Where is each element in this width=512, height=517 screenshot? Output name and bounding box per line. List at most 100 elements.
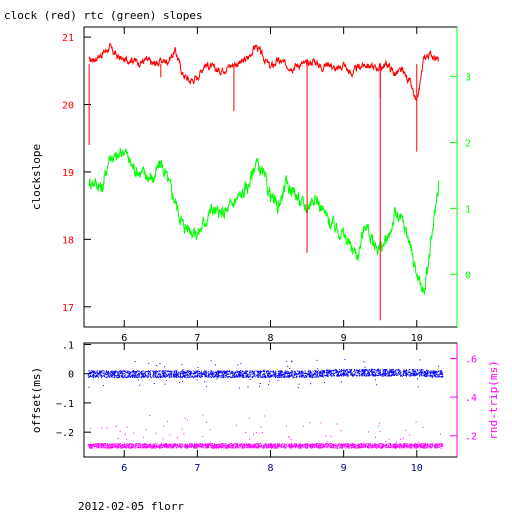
scatter-point: [127, 370, 129, 372]
scatter-point: [425, 371, 426, 373]
scatter-point: [152, 446, 154, 448]
scatter-point: [306, 373, 307, 374]
scatter-point: [180, 375, 182, 377]
scatter-point: [246, 374, 248, 376]
scatter-point: [266, 372, 268, 374]
scatter-point: [198, 446, 200, 448]
scatter-point: [365, 375, 367, 377]
scatter-point: [285, 372, 287, 374]
scatter-point: [421, 373, 423, 375]
scatter-point: [179, 376, 181, 378]
scatter-point: [151, 447, 152, 449]
scatter-point: [204, 447, 206, 449]
scatter-point: [298, 372, 300, 374]
scatter-point: [414, 370, 416, 372]
scatter-point: [180, 372, 182, 374]
scatter-point: [402, 438, 404, 440]
scatter-point: [206, 443, 208, 445]
scatter-point: [204, 374, 206, 375]
scatter-point: [369, 444, 371, 446]
scatter-point: [276, 447, 278, 449]
scatter-point: [391, 374, 392, 376]
scatter-point: [263, 415, 265, 417]
scatter-point: [142, 375, 144, 377]
scatter-point: [199, 376, 201, 378]
scatter-point: [273, 376, 275, 378]
scatter-point: [249, 371, 251, 373]
scatter-point: [101, 445, 103, 447]
scatter-point: [343, 443, 345, 445]
scatter-point: [411, 444, 413, 446]
scatter-point: [229, 375, 230, 377]
scatter-point: [111, 372, 113, 374]
scatter-point: [202, 444, 204, 446]
scatter-point: [166, 375, 168, 377]
scatter-point: [110, 371, 112, 373]
scatter-point: [275, 371, 277, 373]
scatter-point: [106, 446, 108, 448]
scatter-point: [269, 446, 271, 448]
scatter-point: [340, 444, 342, 446]
scatter-point: [224, 447, 226, 449]
scatter-point: [266, 371, 267, 372]
scatter-point: [203, 372, 205, 374]
scatter-point: [254, 444, 256, 446]
scatter-point: [289, 445, 291, 447]
scatter-point: [394, 445, 396, 447]
scatter-point: [245, 374, 247, 376]
scatter-point: [399, 370, 401, 372]
scatter-point: [161, 370, 163, 372]
scatter-point: [180, 371, 182, 373]
scatter-point: [284, 375, 286, 377]
scatter-point: [299, 444, 301, 446]
scatter-point: [435, 446, 437, 448]
scatter-point: [118, 374, 120, 376]
scatter-point: [130, 447, 132, 449]
scatter-point: [237, 375, 238, 377]
scatter-point: [376, 369, 378, 371]
scatter-point: [120, 447, 121, 449]
scatter-point: [144, 443, 146, 445]
scatter-point: [148, 446, 150, 448]
scatter-point: [388, 374, 390, 376]
scatter-point: [137, 445, 139, 447]
scatter-point: [121, 446, 122, 448]
scatter-point: [266, 370, 268, 372]
scatter-point: [247, 447, 249, 449]
scatter-point: [264, 443, 266, 445]
scatter-point: [243, 445, 245, 446]
scatter-point: [233, 374, 235, 376]
scatter-point: [384, 444, 386, 446]
scatter-point: [197, 376, 199, 378]
scatter-point: [386, 369, 388, 371]
scatter-point: [323, 371, 325, 373]
scatter-point: [205, 375, 207, 377]
scatter-point: [213, 443, 215, 445]
scatter-point: [421, 443, 422, 445]
scatter-point: [403, 370, 405, 372]
scatter-point: [118, 375, 120, 377]
scatter-point: [162, 375, 164, 377]
scatter-point: [172, 445, 174, 447]
scatter-point: [319, 444, 320, 446]
scatter-point: [348, 446, 350, 448]
scatter-point: [95, 446, 97, 448]
scatter-point: [407, 372, 409, 374]
scatter-point: [416, 445, 417, 446]
scatter-point: [106, 371, 107, 373]
scatter-point: [366, 443, 368, 445]
scatter-point: [145, 375, 147, 377]
scatter-point: [428, 370, 430, 372]
scatter-point: [288, 377, 290, 379]
scatter-point: [425, 447, 427, 449]
scatter-point: [97, 443, 99, 445]
scatter-point: [305, 444, 307, 446]
scatter-point: [302, 375, 304, 377]
scatter-point: [104, 374, 106, 376]
scatter-point: [225, 446, 227, 448]
scatter-point: [324, 444, 326, 446]
scatter-point: [198, 376, 200, 377]
scatter-point: [176, 444, 178, 446]
scatter-point: [141, 373, 143, 375]
scatter-point: [211, 447, 213, 449]
